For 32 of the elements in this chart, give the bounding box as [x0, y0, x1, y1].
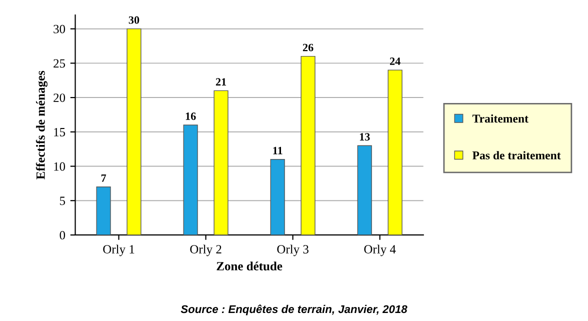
bar — [357, 145, 372, 235]
data-label: 7 — [101, 174, 106, 182]
data-label: 13 — [360, 133, 370, 141]
y-tick-label: 30 — [54, 24, 66, 34]
legend-label: Pas de traitement — [472, 151, 561, 160]
data-label: 26 — [302, 44, 314, 52]
data-label: 16 — [186, 112, 196, 120]
y-axis-title: Effectifs de ménages — [36, 70, 48, 180]
x-tick-label: Orly 4 — [364, 244, 396, 256]
x-tick-label: Orly 1 — [103, 244, 134, 256]
bar — [270, 159, 285, 235]
data-label: 21 — [216, 78, 226, 86]
data-label: 24 — [390, 58, 400, 65]
bar — [300, 56, 316, 235]
data-label: 30 — [128, 16, 140, 24]
source-note: Source : Enquêtes de terrain, Janvier, 2018 — [180, 304, 408, 316]
x-tick-label: Orly 3 — [277, 244, 308, 256]
y-tick-label: 15 — [54, 128, 66, 136]
bar — [96, 186, 111, 235]
bar — [126, 28, 142, 235]
bar — [214, 90, 228, 235]
y-tick-label: 0 — [60, 230, 66, 240]
y-tick-label: 25 — [54, 59, 66, 68]
legend-label: Traitement — [472, 114, 528, 123]
y-tick-label: 5 — [60, 196, 66, 206]
y-tick-label: 20 — [54, 94, 66, 102]
data-label: 11 — [273, 146, 282, 154]
bar — [388, 70, 402, 235]
y-tick-label: 10 — [54, 162, 66, 171]
bar — [183, 124, 198, 235]
x-tick-label: Orly 2 — [190, 244, 222, 256]
x-axis-title: Zone détude — [216, 262, 282, 270]
